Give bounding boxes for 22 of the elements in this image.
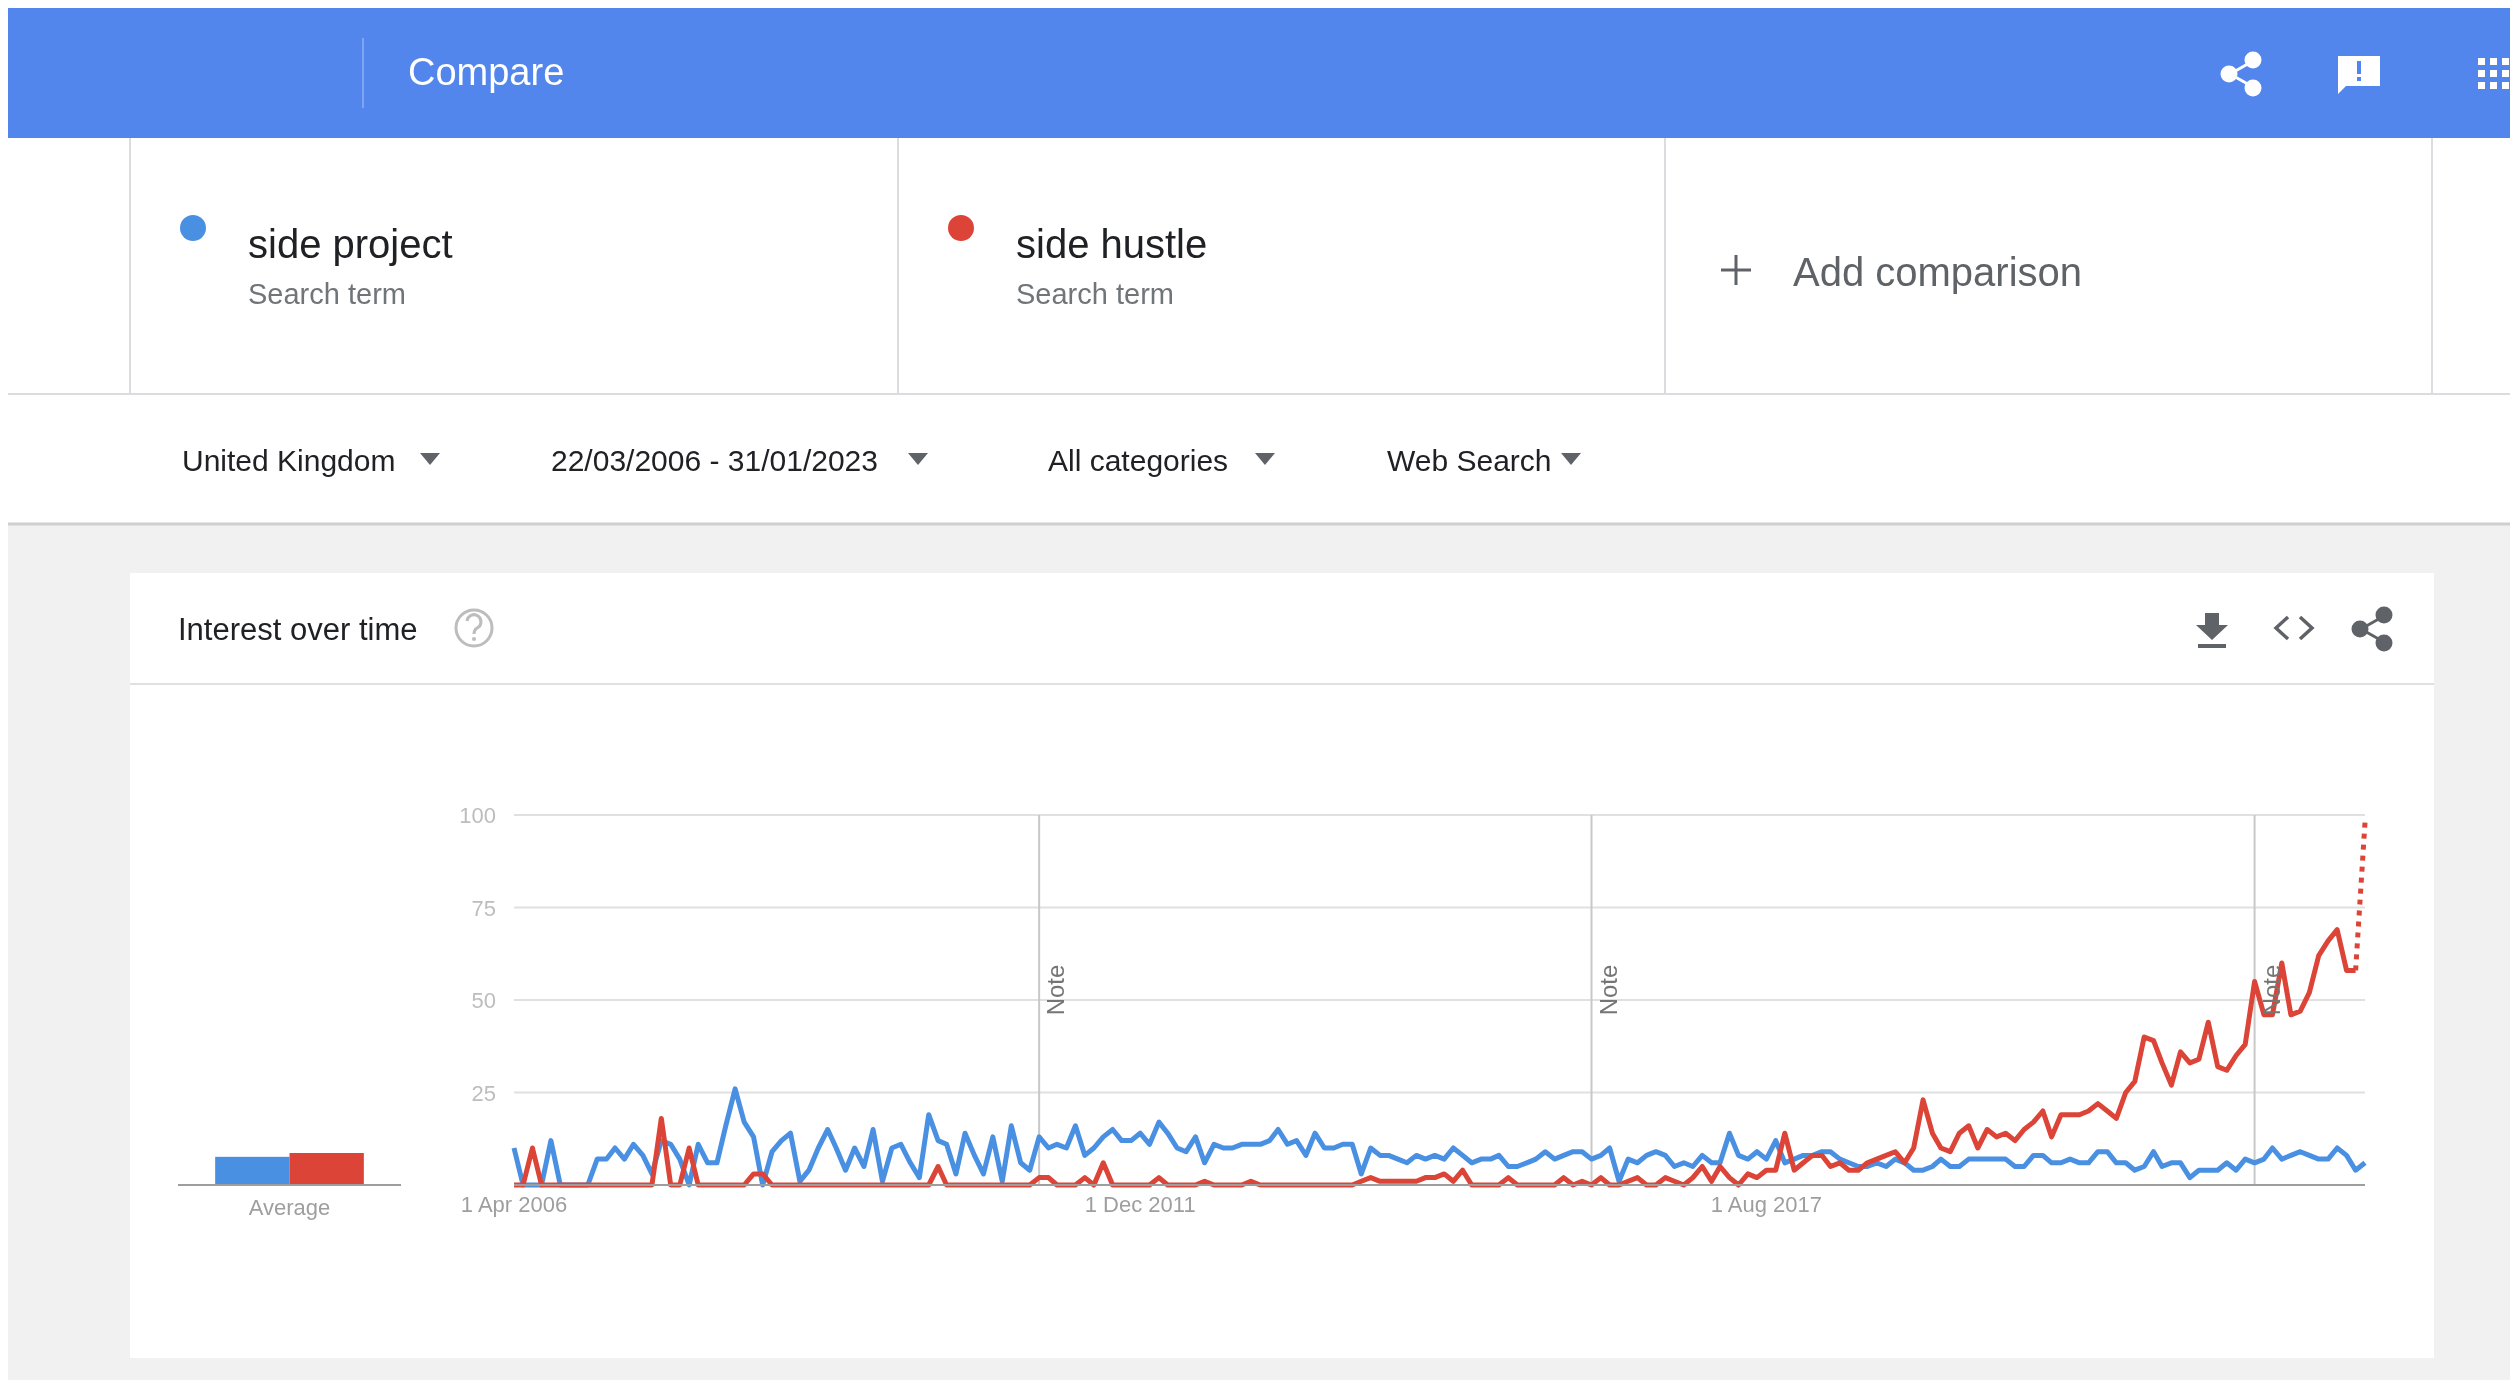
text: Add comparison [1793, 250, 2083, 294]
ref-line-label: Note [1594, 964, 1622, 1016]
text: 22/03/2006 - 31/01/2023 [551, 444, 878, 477]
y-tick-label: 100 [459, 803, 496, 828]
ref-line-label: Note [1042, 964, 1070, 1016]
y-tick-label: 75 [471, 895, 496, 921]
chart-title: Interest over time [178, 612, 418, 647]
y-tick-label: 50 [471, 988, 496, 1013]
legend-label: side hustle [1016, 222, 1208, 266]
text: Web Search [1387, 444, 1552, 477]
legend-label: side project [248, 222, 453, 266]
text: Search term [1016, 278, 1174, 310]
text: Search term [248, 278, 406, 310]
ref-line-label: Note [2257, 964, 2285, 1016]
text: United Kingdom [182, 444, 396, 477]
text: Compare [408, 51, 565, 93]
text: All categories [1048, 444, 1229, 477]
y-tick-label: 25 [471, 1080, 496, 1106]
x-tick-label: Average [248, 1195, 331, 1220]
x-tick-label: 1 Dec 2011 [1084, 1192, 1196, 1217]
x-tick-label: 1 Aug 2017 [1710, 1192, 1823, 1217]
x-tick-label: 1 Apr 2006 [460, 1192, 568, 1217]
